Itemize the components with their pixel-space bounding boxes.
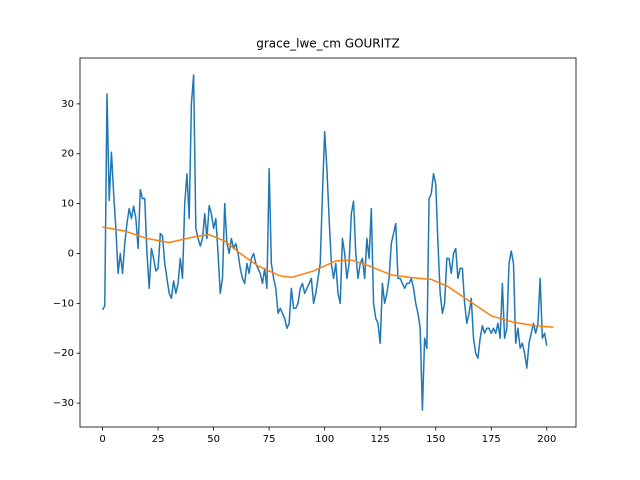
- y-tick-label: −30: [53, 398, 74, 409]
- plot-frame: [79, 57, 577, 428]
- y-tick-label: −10: [53, 298, 74, 309]
- series-line: [101, 74, 548, 411]
- x-tick-label: 150: [426, 434, 445, 445]
- y-tick-label: 30: [61, 99, 74, 110]
- x-tick-label: 75: [263, 434, 276, 445]
- x-tick-label: 50: [207, 434, 220, 445]
- x-tick-label: 100: [315, 434, 334, 445]
- y-tick-label: −20: [53, 348, 74, 359]
- y-tick-label: 20: [61, 149, 74, 160]
- x-tick-label: 200: [537, 434, 556, 445]
- x-tick-label: 175: [482, 434, 501, 445]
- x-tick-label: 25: [152, 434, 165, 445]
- y-tick-label: 0: [68, 248, 74, 259]
- series-line: [102, 226, 554, 329]
- y-tick-label: 10: [61, 199, 74, 210]
- x-tick-label: 0: [99, 434, 105, 445]
- chart-title: grace_lwe_cm GOURITZ: [256, 37, 399, 51]
- x-tick-label: 125: [371, 434, 390, 445]
